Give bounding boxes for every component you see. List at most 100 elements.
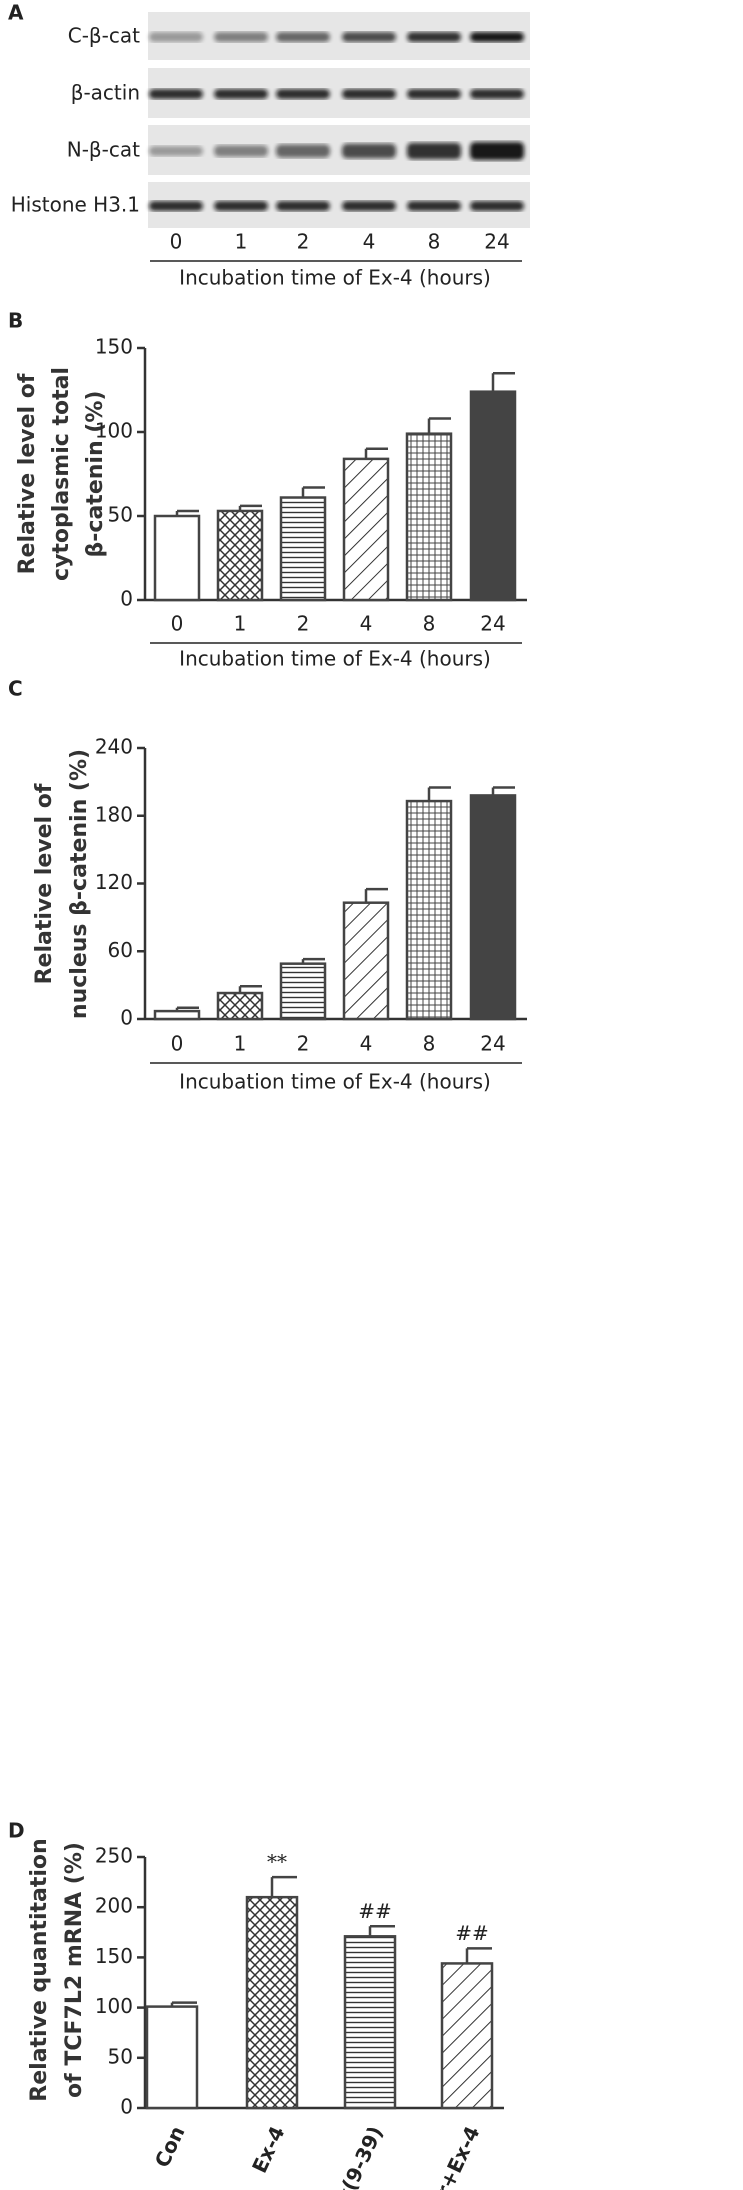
x-tick-label: 1 — [234, 1032, 247, 1056]
x-tick-label: 0 — [171, 1032, 184, 1056]
annotation: ## — [455, 1921, 489, 1945]
bar — [153, 1009, 201, 1021]
blot-band — [407, 201, 461, 211]
blot-band — [407, 89, 461, 99]
error-bar — [170, 2001, 197, 2007]
blot-band — [470, 142, 524, 160]
blot-strip — [148, 125, 530, 175]
bar — [245, 1895, 299, 2110]
y-axis-label: Relative level of — [15, 373, 40, 574]
x-tick-label: 1 — [234, 612, 247, 636]
blot-strip — [148, 182, 530, 228]
blot-band — [214, 32, 268, 42]
error-bar — [175, 1006, 199, 1012]
lane-label: 0 — [170, 230, 183, 254]
y-tick-label: 250 — [95, 1844, 133, 1868]
error-bar — [238, 504, 262, 511]
bar — [469, 390, 517, 602]
blot-band — [407, 142, 461, 160]
x-tick-label: Con — [150, 2122, 190, 2171]
blot-band — [149, 89, 203, 99]
y-tick-label: 60 — [108, 938, 133, 962]
blot-band — [407, 32, 461, 42]
x-tick-label: 4 — [360, 1032, 373, 1056]
lane-label: 1 — [235, 230, 248, 254]
lane-label: 2 — [297, 230, 310, 254]
bar — [405, 799, 453, 1021]
y-axis-label: of TCF7L2 mRNA (%) — [62, 1842, 87, 2098]
lane-label: 8 — [428, 230, 441, 254]
bar — [405, 432, 453, 602]
x-tick-label: 24 — [480, 1032, 505, 1056]
y-axis-label: nucleus β-catenin (%) — [67, 749, 92, 1019]
y-tick-label: 100 — [95, 1994, 133, 2018]
blot-band — [276, 201, 330, 211]
y-axis-label: Relative level of — [32, 783, 57, 984]
panel-label: B — [8, 309, 23, 333]
bar — [216, 991, 264, 1021]
x-tick-label: 0 — [171, 612, 184, 636]
bar — [342, 901, 390, 1021]
error-bar — [301, 957, 325, 964]
x-axis-label: Incubation time of Ex-4 (hours) — [179, 266, 491, 290]
bar — [279, 496, 327, 602]
blot-band — [470, 32, 524, 42]
bar — [145, 2005, 199, 2110]
blot-band — [214, 145, 268, 157]
bar — [440, 1962, 494, 2110]
blot-band — [342, 143, 396, 159]
x-tick-label: Ex-4+Ex(9-39) — [298, 2122, 388, 2190]
annotation: ## — [358, 1899, 392, 1923]
x-tick-label: sh-glp-1r+Ex-4 — [392, 2122, 485, 2190]
error-bar — [270, 1875, 297, 1898]
x-tick-label: 8 — [423, 612, 436, 636]
bar — [279, 962, 327, 1021]
blot-strip — [148, 68, 530, 118]
blot-band — [149, 32, 203, 42]
bar — [469, 794, 517, 1021]
blot-band — [276, 89, 330, 99]
error-bar — [491, 371, 515, 392]
x-axis-label: Incubation time of Ex-4 (hours) — [179, 647, 491, 671]
annotation: ** — [267, 1850, 287, 1874]
blot-band — [214, 201, 268, 211]
blot-row-label: C-β-cat — [68, 24, 140, 48]
panel-label: C — [8, 677, 23, 701]
x-axis-label: Incubation time of Ex-4 (hours) — [179, 1070, 491, 1094]
x-tick-label: 2 — [297, 1032, 310, 1056]
error-bar — [368, 1925, 395, 1937]
blot-strip — [148, 12, 530, 60]
error-bar — [465, 1947, 492, 1964]
blot-band — [276, 144, 330, 158]
y-tick-label: 50 — [108, 2044, 133, 2068]
blot-row-label: β-actin — [71, 81, 140, 105]
bar — [216, 509, 264, 602]
y-tick-label: 0 — [120, 2095, 133, 2119]
y-tick-label: 180 — [95, 802, 133, 826]
blot-band — [149, 201, 203, 211]
error-bar — [301, 486, 325, 498]
blot-band — [342, 32, 396, 42]
lane-label: 4 — [363, 230, 376, 254]
blot-band — [342, 89, 396, 99]
blot-band — [276, 32, 330, 42]
y-tick-label: 0 — [120, 587, 133, 611]
y-tick-label: 150 — [95, 1944, 133, 1968]
error-bar — [427, 417, 451, 434]
error-bar — [491, 786, 515, 796]
error-bar — [364, 447, 388, 459]
error-bar — [175, 509, 199, 516]
x-tick-label: Ex-4 — [247, 2122, 289, 2176]
panel-label: A — [8, 1, 24, 25]
y-axis-label: Relative quantitation — [27, 1838, 52, 2101]
y-axis-label: β-catenin (%) — [83, 391, 108, 558]
y-tick-label: 120 — [95, 870, 133, 894]
blot-band — [342, 201, 396, 211]
y-axis-label: cytoplasmic total — [49, 367, 74, 581]
y-tick-label: 240 — [95, 735, 133, 759]
bar — [153, 514, 201, 602]
x-tick-label: 4 — [360, 612, 373, 636]
y-tick-label: 50 — [108, 503, 133, 527]
y-tick-label: 100 — [95, 419, 133, 443]
